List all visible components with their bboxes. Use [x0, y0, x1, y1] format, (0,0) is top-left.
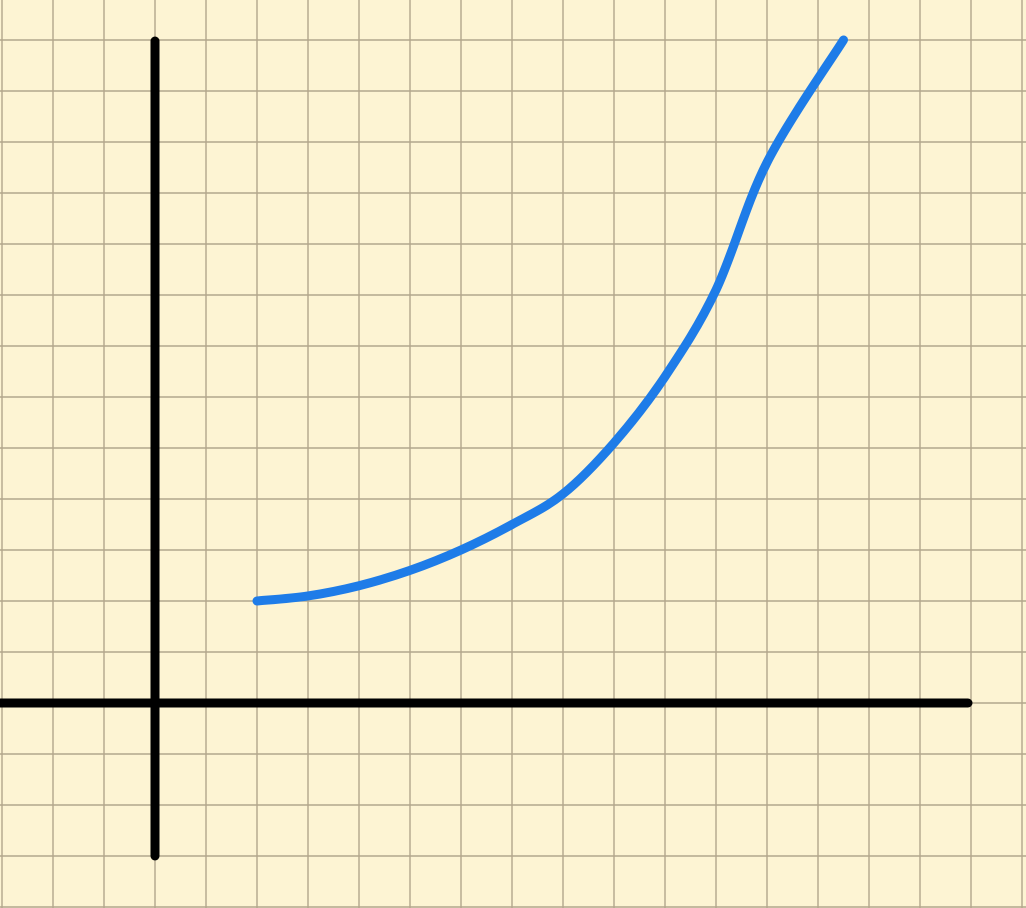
series-layer	[252, 35, 848, 606]
series-line-1	[252, 35, 848, 606]
axes	[0, 36, 973, 861]
